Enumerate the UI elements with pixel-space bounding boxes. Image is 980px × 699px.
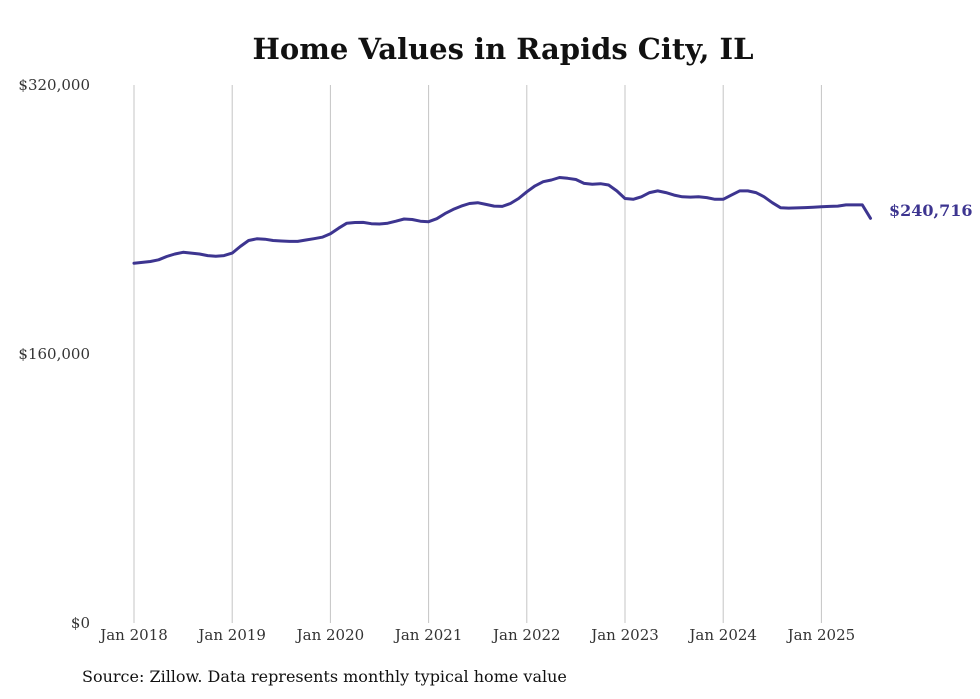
- x-tick-label: Jan 2023: [589, 626, 659, 644]
- x-tick-label: Jan 2019: [196, 626, 266, 644]
- home-value-line: [132, 176, 872, 265]
- y-tick-label: $0: [71, 614, 90, 632]
- chart-title: Home Values in Rapids City, IL: [252, 32, 753, 66]
- x-tick-label: Jan 2020: [295, 626, 365, 644]
- x-tick-label: Jan 2022: [491, 626, 561, 644]
- y-tick-label: $320,000: [18, 76, 90, 94]
- last-value-label: $240,716: [889, 201, 973, 220]
- source-note: Source: Zillow. Data represents monthly …: [82, 667, 567, 686]
- x-tick-label: Jan 2025: [786, 626, 856, 644]
- vertical-gridlines: [133, 85, 822, 623]
- y-axis-tick-labels: $320,000 $160,000 $0: [18, 76, 90, 632]
- series-layer: [132, 176, 872, 265]
- x-tick-label: Jan 2021: [393, 626, 463, 644]
- y-tick-label: $160,000: [18, 345, 90, 363]
- x-tick-label: Jan 2018: [98, 626, 168, 644]
- x-axis-tick-labels: Jan 2018 Jan 2019 Jan 2020 Jan 2021 Jan 2022…: [98, 626, 855, 644]
- x-tick-label: Jan 2024: [687, 626, 757, 644]
